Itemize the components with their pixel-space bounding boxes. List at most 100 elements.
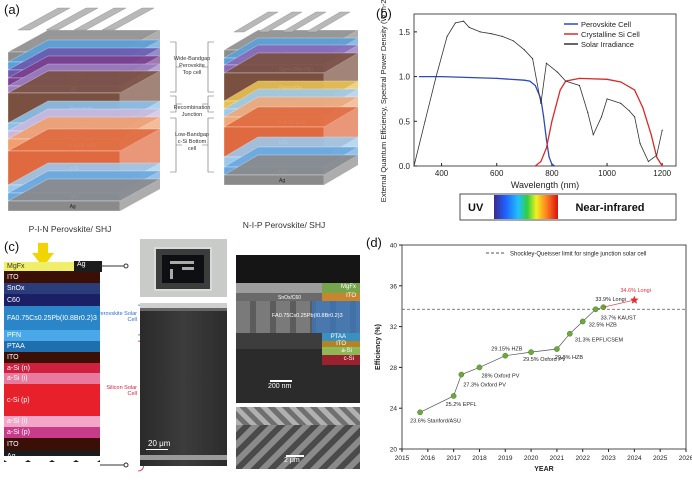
x-axis-label: YEAR — [534, 466, 553, 473]
efficiency-timeline-chart: 2015 2016 2017 2018 2019 2020 2021 2022 2023 2024… — [375, 243, 692, 474]
stack-layer: a-Si (i) — [4, 416, 100, 427]
panel-d: (d) 2015 2016 2017 2018 2019 2020 2021 2022 2023… — [362, 235, 692, 485]
x-tick-label: 2015 — [395, 455, 410, 462]
stack-layer: ITO — [4, 438, 100, 450]
x-tick-label: 2026 — [679, 455, 692, 462]
x-tick-label: 2018 — [472, 455, 487, 462]
panel-label-b: (b) — [376, 6, 392, 21]
data-point — [463, 20, 465, 22]
data-point — [479, 31, 481, 33]
layer-face — [223, 174, 325, 186]
data-point — [440, 75, 443, 78]
bottom-cell-bracket — [170, 117, 182, 173]
y-tick-label: 24 — [390, 406, 398, 413]
x-tick-label: 2022 — [575, 455, 590, 462]
data-point — [587, 111, 589, 113]
data-point — [458, 371, 465, 378]
x-tick-label: 1000 — [598, 169, 616, 178]
sem-label-asi: a-Si — [341, 348, 352, 354]
series-line-0 — [419, 75, 556, 167]
stack-layer: PTAA — [4, 341, 100, 352]
stack-layer: C60 — [4, 294, 100, 306]
data-point — [418, 75, 421, 78]
stack-layer: a-Si (i) — [4, 373, 100, 384]
visible-spectrum — [494, 195, 558, 219]
data-point — [476, 364, 483, 371]
y-tick-label: 36 — [390, 283, 398, 290]
data-point — [545, 62, 547, 64]
layer-label: Ag — [279, 178, 285, 184]
data-point — [450, 393, 457, 399]
grid-finger — [281, 11, 327, 33]
stack-layer: a-Si (n) — [4, 363, 100, 373]
stack-layer: a-Si (p) — [4, 427, 100, 438]
grid-finger — [45, 7, 99, 31]
x-tick-label: 800 — [545, 169, 559, 178]
stack-layer: FA0.75Cs0.25Pb(I0.8Br0.2)3 — [4, 306, 100, 330]
data-point — [468, 26, 470, 29]
scale-bar-200nm — [270, 380, 292, 382]
grid-finger — [305, 11, 351, 33]
data-point — [523, 49, 525, 51]
panel-label-d: (d) — [366, 235, 382, 250]
x-tick-label: 2024 — [627, 455, 642, 462]
x-tick-label: 2017 — [446, 455, 461, 462]
sem-label-ito: ITO — [346, 293, 356, 299]
data-point — [620, 102, 622, 105]
x-tick-label: 2023 — [601, 455, 616, 462]
longi-connector — [603, 299, 635, 308]
data-point — [600, 116, 603, 118]
data-point — [496, 77, 498, 79]
y-tick-label: 1.0 — [399, 73, 411, 82]
top-ag-contact: Ag — [74, 261, 102, 272]
data-point — [545, 138, 547, 140]
x-axis-label: Wavelength (nm) — [511, 180, 579, 190]
data-point — [647, 160, 650, 163]
data-point — [543, 116, 545, 118]
data-point — [523, 79, 525, 81]
data-point — [661, 129, 663, 131]
sem-label-ito2: ITO — [336, 341, 346, 347]
stack-layer: SnOx — [4, 283, 100, 294]
x-tick-label: 2020 — [524, 455, 539, 462]
data-label: 32.5% HZB — [589, 323, 617, 329]
recombination-label: Junction — [182, 112, 203, 118]
data-point — [528, 349, 534, 355]
data-label: 27.3% Oxford PV — [463, 383, 506, 389]
data-point — [592, 134, 594, 136]
data-point — [413, 165, 415, 167]
legend-label: Perovskite Cell — [581, 20, 631, 29]
layer-side — [324, 155, 358, 185]
data-point — [578, 84, 581, 87]
caption-nip: N-I-P Perovskite/ SHJ — [243, 220, 326, 230]
top-cell-bracket-right — [202, 41, 214, 93]
sem-label-mgf: MgFx — [341, 284, 356, 290]
sem-label-csi: c-Si — [343, 356, 354, 362]
plot-frame — [413, 13, 677, 167]
data-label: 28% Oxford PV — [481, 373, 519, 379]
sem-zoom-pyramids: 2 μm — [236, 407, 360, 469]
nir-label: Near-infrared — [575, 202, 644, 214]
right-stack: AgITOSpiro-OMeTADPerovskiteSnO2Inter Lay… — [223, 29, 359, 186]
data-point — [620, 81, 622, 83]
legend-label: Shockley-Queisser limit for single junct… — [510, 252, 646, 258]
stack-layer: MgFx — [4, 262, 74, 271]
scale-bar-2um — [286, 455, 304, 457]
sem-cross-section: 20 μm — [140, 303, 227, 466]
top-cell-label: Perovskite — [179, 63, 205, 69]
data-point — [501, 35, 503, 37]
x-tick-label: 400 — [435, 169, 449, 178]
bottom-cell-bracket-right — [202, 117, 214, 173]
x-tick-label: 2019 — [498, 455, 513, 462]
y-axis-label: External Quantum Efficiency, Spectral Po… — [379, 0, 388, 202]
sem-label-ptaa: PTAA — [330, 334, 346, 340]
sem-label-snox: SnOx/C60 — [278, 295, 302, 301]
stack-layer: ITO — [4, 352, 100, 363]
silicon-cell-label: Silicon Solar Cell — [106, 385, 137, 398]
data-label: 29.15% HZB — [491, 347, 523, 353]
data-point — [529, 80, 531, 82]
eqe-spectrum-chart: 400 600 800 1000 1200 0.0 0.5 1.0 1.5 Wavelength … — [379, 0, 677, 221]
scale-label-2um: 2 μm — [284, 457, 300, 464]
series-line-1 — [534, 77, 663, 167]
data-point — [559, 89, 561, 91]
